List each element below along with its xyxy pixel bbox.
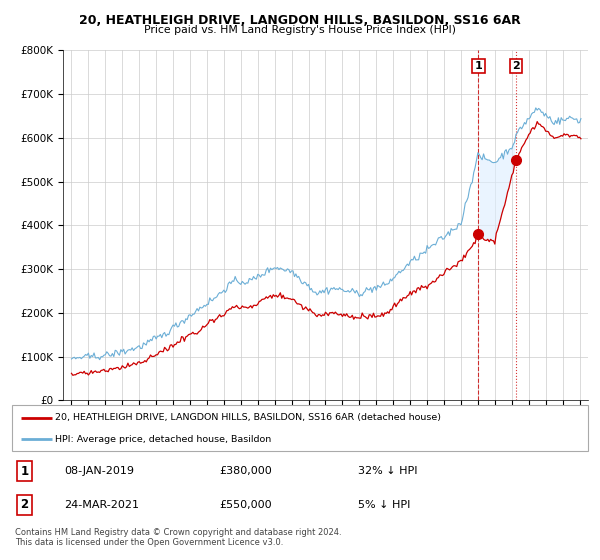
Text: 2: 2: [512, 61, 520, 71]
Text: Price paid vs. HM Land Registry's House Price Index (HPI): Price paid vs. HM Land Registry's House …: [144, 25, 456, 35]
Text: 32% ↓ HPI: 32% ↓ HPI: [358, 466, 417, 476]
Text: 20, HEATHLEIGH DRIVE, LANGDON HILLS, BASILDON, SS16 6AR (detached house): 20, HEATHLEIGH DRIVE, LANGDON HILLS, BAS…: [55, 413, 441, 422]
Text: 1: 1: [475, 61, 482, 71]
Text: 5% ↓ HPI: 5% ↓ HPI: [358, 500, 410, 510]
Text: 24-MAR-2021: 24-MAR-2021: [64, 500, 139, 510]
Text: 1: 1: [20, 465, 29, 478]
Text: 20, HEATHLEIGH DRIVE, LANGDON HILLS, BASILDON, SS16 6AR: 20, HEATHLEIGH DRIVE, LANGDON HILLS, BAS…: [79, 14, 521, 27]
Text: 2: 2: [20, 498, 29, 511]
FancyBboxPatch shape: [12, 405, 588, 451]
Text: £380,000: £380,000: [220, 466, 272, 476]
Text: HPI: Average price, detached house, Basildon: HPI: Average price, detached house, Basi…: [55, 435, 271, 444]
Text: £550,000: £550,000: [220, 500, 272, 510]
Text: 08-JAN-2019: 08-JAN-2019: [64, 466, 134, 476]
Text: Contains HM Land Registry data © Crown copyright and database right 2024.
This d: Contains HM Land Registry data © Crown c…: [15, 528, 341, 547]
